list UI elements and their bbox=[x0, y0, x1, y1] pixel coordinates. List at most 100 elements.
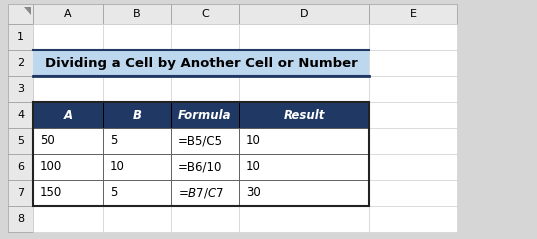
Text: =B5/C5: =B5/C5 bbox=[178, 135, 223, 147]
Bar bbox=[33, 128, 103, 154]
Bar bbox=[239, 24, 369, 50]
Bar bbox=[103, 180, 171, 206]
Bar bbox=[8, 206, 33, 232]
Bar bbox=[171, 76, 239, 102]
Bar bbox=[171, 180, 239, 206]
Bar bbox=[103, 128, 171, 154]
Bar bbox=[171, 102, 239, 128]
Text: 10: 10 bbox=[110, 161, 125, 174]
Bar bbox=[171, 206, 239, 232]
Bar bbox=[171, 102, 239, 128]
Bar bbox=[103, 206, 171, 232]
Text: 6: 6 bbox=[17, 162, 24, 172]
Text: A: A bbox=[64, 9, 72, 19]
Text: B: B bbox=[133, 9, 141, 19]
Text: Formula: Formula bbox=[178, 109, 232, 121]
Text: 5: 5 bbox=[17, 136, 24, 146]
Text: E: E bbox=[410, 9, 417, 19]
Text: =$B$7/$C$7: =$B$7/$C$7 bbox=[178, 186, 224, 200]
Text: =B6/10: =B6/10 bbox=[178, 161, 222, 174]
Bar bbox=[33, 180, 103, 206]
Bar bbox=[239, 4, 369, 24]
Bar bbox=[8, 24, 33, 50]
Text: 30: 30 bbox=[246, 186, 261, 200]
Text: 5: 5 bbox=[110, 186, 118, 200]
Bar bbox=[171, 4, 239, 24]
Text: 4: 4 bbox=[17, 110, 24, 120]
Text: 150: 150 bbox=[40, 186, 62, 200]
Text: 3: 3 bbox=[17, 84, 24, 94]
Bar bbox=[8, 154, 33, 180]
Bar bbox=[33, 102, 103, 128]
Bar bbox=[33, 102, 369, 206]
Bar bbox=[369, 102, 457, 128]
Text: 5: 5 bbox=[110, 135, 118, 147]
Text: B: B bbox=[133, 109, 142, 121]
Bar bbox=[103, 24, 171, 50]
Bar bbox=[33, 50, 369, 76]
Bar bbox=[239, 154, 369, 180]
Bar bbox=[33, 154, 103, 180]
Bar bbox=[103, 180, 171, 206]
Bar bbox=[239, 154, 369, 180]
Bar bbox=[239, 128, 369, 154]
Bar bbox=[33, 24, 103, 50]
Bar bbox=[369, 180, 457, 206]
Polygon shape bbox=[24, 7, 31, 15]
Bar bbox=[33, 128, 103, 154]
Bar bbox=[369, 128, 457, 154]
Bar bbox=[33, 76, 103, 102]
Bar bbox=[239, 128, 369, 154]
Bar bbox=[8, 76, 33, 102]
Bar bbox=[33, 4, 103, 24]
Bar bbox=[33, 154, 103, 180]
Bar bbox=[103, 128, 171, 154]
Bar bbox=[8, 128, 33, 154]
Text: 100: 100 bbox=[40, 161, 62, 174]
Bar bbox=[369, 50, 457, 76]
Bar bbox=[8, 180, 33, 206]
Text: 2: 2 bbox=[17, 58, 24, 68]
Bar bbox=[369, 206, 457, 232]
Bar bbox=[103, 4, 171, 24]
Bar bbox=[33, 180, 103, 206]
Text: A: A bbox=[63, 109, 72, 121]
Bar bbox=[239, 102, 369, 128]
Bar bbox=[369, 76, 457, 102]
Bar bbox=[171, 154, 239, 180]
Bar bbox=[239, 180, 369, 206]
Bar bbox=[239, 102, 369, 128]
Text: 1: 1 bbox=[17, 32, 24, 42]
Text: 8: 8 bbox=[17, 214, 24, 224]
Bar bbox=[369, 4, 457, 24]
Bar bbox=[103, 154, 171, 180]
Text: Result: Result bbox=[284, 109, 325, 121]
Bar bbox=[171, 154, 239, 180]
Bar bbox=[103, 102, 171, 128]
Bar bbox=[171, 50, 239, 76]
Bar bbox=[103, 154, 171, 180]
Text: D: D bbox=[300, 9, 308, 19]
Bar bbox=[103, 50, 171, 76]
Bar bbox=[239, 180, 369, 206]
Bar bbox=[171, 180, 239, 206]
Bar bbox=[103, 76, 171, 102]
Bar bbox=[239, 50, 369, 76]
Bar bbox=[33, 102, 103, 128]
Bar bbox=[369, 154, 457, 180]
Bar bbox=[8, 50, 33, 76]
Bar bbox=[239, 206, 369, 232]
Text: 10: 10 bbox=[246, 161, 261, 174]
Bar bbox=[171, 24, 239, 50]
Bar bbox=[8, 102, 33, 128]
Bar bbox=[369, 24, 457, 50]
Bar bbox=[8, 4, 33, 24]
Bar bbox=[171, 128, 239, 154]
Bar bbox=[171, 128, 239, 154]
Bar bbox=[33, 50, 103, 76]
Bar bbox=[239, 76, 369, 102]
Bar bbox=[8, 4, 457, 232]
Text: 50: 50 bbox=[40, 135, 55, 147]
Text: 7: 7 bbox=[17, 188, 24, 198]
Bar bbox=[103, 102, 171, 128]
